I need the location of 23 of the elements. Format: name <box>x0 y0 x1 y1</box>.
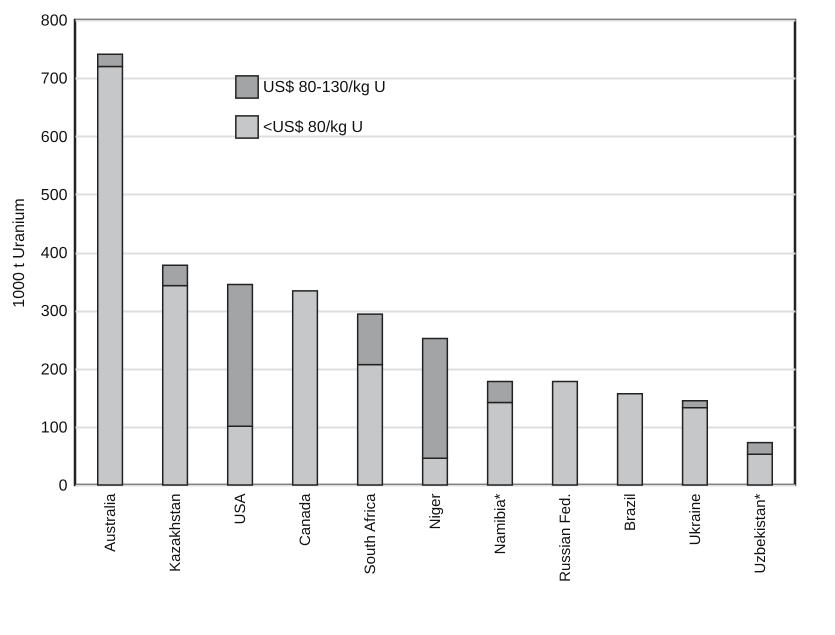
y-tick-label: 200 <box>40 361 68 378</box>
x-tick-label: Namibia* <box>492 493 509 554</box>
y-tick-label: 300 <box>40 303 68 320</box>
y-axis-title: 1000 t Uranium <box>10 198 28 308</box>
y-tick-label: 500 <box>40 186 68 204</box>
x-tick-label: Uzbekistan* <box>752 493 769 574</box>
x-tick-label: Ukraine <box>686 494 704 546</box>
x-tick-label: South Africa <box>362 492 380 574</box>
y-tick-label: 400 <box>40 245 68 262</box>
x-tick-label: Australia <box>102 492 120 552</box>
y-tick-label: 800 <box>40 12 68 30</box>
x-tick-label: Kazakhstan <box>167 494 184 572</box>
x-tick-label: USA <box>232 494 250 524</box>
y-tick-label: 700 <box>40 70 68 88</box>
y-tick-label: 100 <box>40 419 68 436</box>
x-tick-label: Canada <box>297 492 314 546</box>
legend-label: <US$ 80/kg U <box>263 119 364 136</box>
x-tick-label: Brazil <box>622 494 639 532</box>
x-tick-label: Russian Fed. <box>556 494 574 582</box>
y-tick-label: 600 <box>40 128 68 146</box>
x-tick-label: Niger <box>427 494 444 530</box>
y-tick-label: 0 <box>58 478 68 494</box>
legend-label: US$ 80-130/kg U <box>263 79 386 96</box>
